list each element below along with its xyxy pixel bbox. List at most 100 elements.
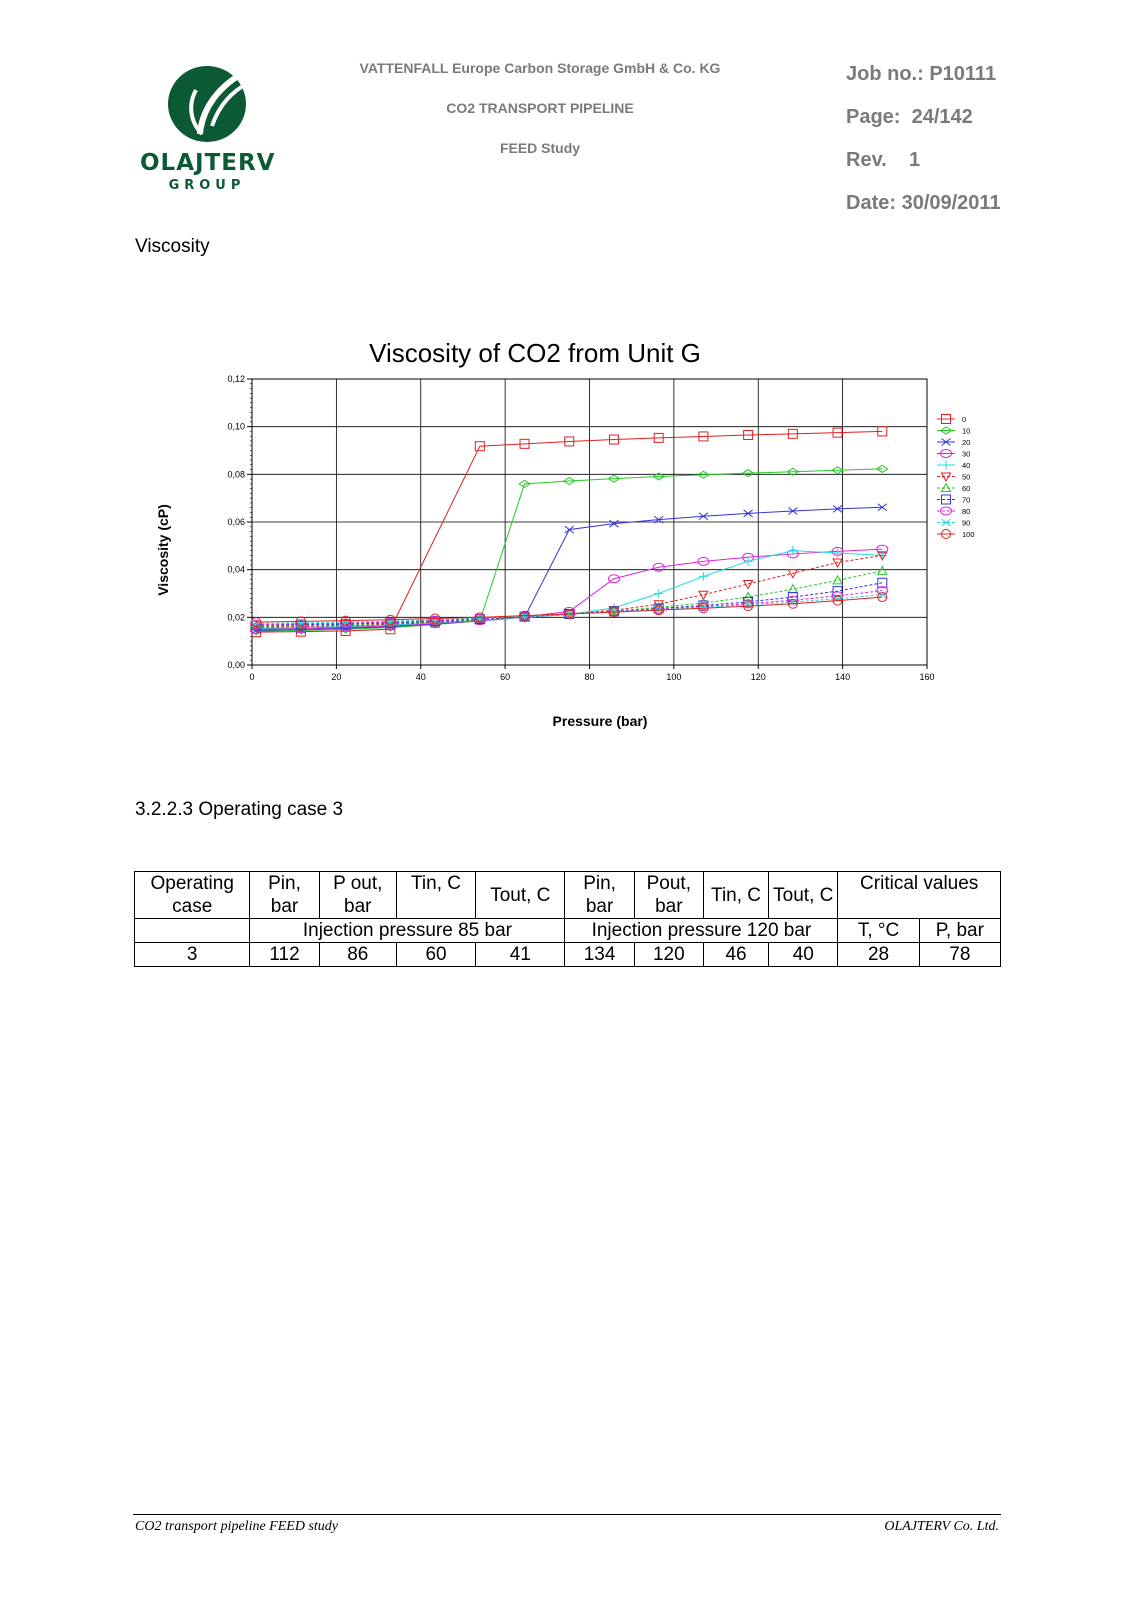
- data-point: [876, 565, 888, 575]
- x-tick-label: 20: [331, 672, 341, 682]
- y-tick-label: 0,12: [227, 374, 245, 384]
- data-point: [877, 592, 888, 603]
- data-point: [652, 562, 665, 572]
- data-point: [832, 558, 843, 569]
- data-point: [787, 569, 799, 579]
- table-cell: 60: [395, 942, 477, 967]
- data-point: [743, 509, 753, 518]
- header-cell: [133, 918, 251, 943]
- data-point: [788, 598, 798, 606]
- legend-entry: 70: [937, 494, 970, 505]
- operating-case-table: Operating case Pin, bar P out, bar Tin, …: [133, 871, 1002, 967]
- table-cell: 46: [702, 942, 770, 967]
- data-point: [653, 605, 664, 616]
- data-point: [741, 469, 755, 478]
- header-cell: Critical values: [837, 871, 1001, 919]
- logo-subtitle: GROUP: [168, 178, 246, 193]
- series-line: [256, 596, 883, 623]
- header-cell: Tout, C: [475, 871, 566, 919]
- series-line: [256, 582, 883, 626]
- data-point: [832, 595, 843, 606]
- data-point: [941, 494, 951, 505]
- data-point: [833, 548, 843, 558]
- legend-label: 80: [962, 507, 970, 516]
- x-tick-label: 60: [500, 672, 510, 682]
- legend-label: 20: [962, 438, 970, 447]
- x-tick-label: 40: [416, 672, 426, 682]
- data-point: [608, 607, 619, 618]
- header-cell: Injection pressure 120 bar: [564, 918, 839, 943]
- logo-wordmark: OLAJTERV: [140, 150, 276, 176]
- data-point: [940, 472, 952, 483]
- legend-entry: 0: [937, 414, 966, 424]
- data-point: [430, 613, 441, 624]
- legend-label: 0: [962, 415, 966, 424]
- series-100: [251, 592, 888, 628]
- data-point: [940, 482, 952, 492]
- data-point: [742, 591, 754, 602]
- legend-entry: 40: [937, 460, 970, 470]
- data-point: [340, 615, 351, 626]
- data-point: [474, 612, 485, 623]
- data-point: [876, 551, 888, 561]
- data-point: [788, 507, 798, 515]
- data-point: [831, 591, 844, 601]
- data-point: [564, 525, 575, 534]
- data-point: [787, 428, 798, 439]
- x-tick-label: 0: [249, 672, 254, 682]
- data-point: [696, 470, 710, 479]
- data-point: [652, 472, 666, 481]
- data-point: [653, 600, 665, 610]
- data-point: [698, 600, 709, 611]
- data-point: [832, 427, 843, 438]
- data-point: [941, 518, 951, 527]
- legend-label: 30: [962, 450, 970, 459]
- olajterv-logo-icon: [168, 66, 251, 142]
- series-line: [256, 468, 883, 632]
- data-point: [653, 432, 664, 443]
- data-point: [832, 574, 843, 585]
- series-line: [256, 594, 883, 625]
- header-cell: P, bar: [918, 918, 1002, 943]
- x-tick-label: 140: [835, 672, 850, 682]
- data-point: [697, 556, 710, 566]
- header-cell: Tin, C: [395, 871, 477, 919]
- data-point: [609, 519, 619, 528]
- data-point: [698, 603, 709, 614]
- data-point: [607, 574, 620, 584]
- legend-label: 10: [962, 427, 970, 436]
- table-cell: 86: [318, 942, 397, 967]
- data-point: [941, 414, 951, 424]
- y-axis-label: Viscosity (cP): [155, 504, 171, 596]
- data-point: [941, 438, 951, 446]
- data-point: [877, 426, 888, 437]
- subsection-title: 3.2.2.3 Operating case 3: [135, 799, 344, 820]
- data-point: [832, 504, 843, 513]
- data-point: [339, 618, 352, 628]
- data-point: [743, 556, 753, 566]
- x-tick-label: 100: [666, 672, 681, 682]
- table-header-row: Operating case Pin, bar P out, bar Tin, …: [133, 871, 1001, 919]
- legend-entry: 100: [937, 529, 975, 539]
- table-subheader-row: Injection pressure 85 bar Injection pres…: [133, 918, 1002, 943]
- header-cell: Operating case: [133, 871, 251, 919]
- revision: Rev. 1: [846, 149, 921, 171]
- data-point: [940, 506, 952, 516]
- data-point: [698, 431, 709, 442]
- x-tick-label: 80: [584, 672, 594, 682]
- data-point: [429, 615, 442, 625]
- table-cell: 120: [633, 942, 704, 967]
- project-name: CO2 TRANSPORT PIPELINE: [446, 100, 634, 116]
- data-point: [743, 430, 754, 441]
- data-point: [474, 441, 485, 452]
- data-point: [562, 476, 576, 486]
- data-point: [743, 601, 754, 612]
- table-cell: 134: [564, 942, 635, 967]
- data-point: [473, 614, 486, 624]
- data-point: [251, 617, 262, 628]
- data-point: [788, 546, 798, 556]
- viscosity-chart: Viscosity of CO2 from Unit G Viscosity (…: [155, 338, 975, 729]
- data-point: [787, 598, 798, 609]
- y-tick-label: 0,08: [227, 469, 245, 479]
- footer-right: OLAJTERV Co. Ltd.: [884, 1519, 999, 1534]
